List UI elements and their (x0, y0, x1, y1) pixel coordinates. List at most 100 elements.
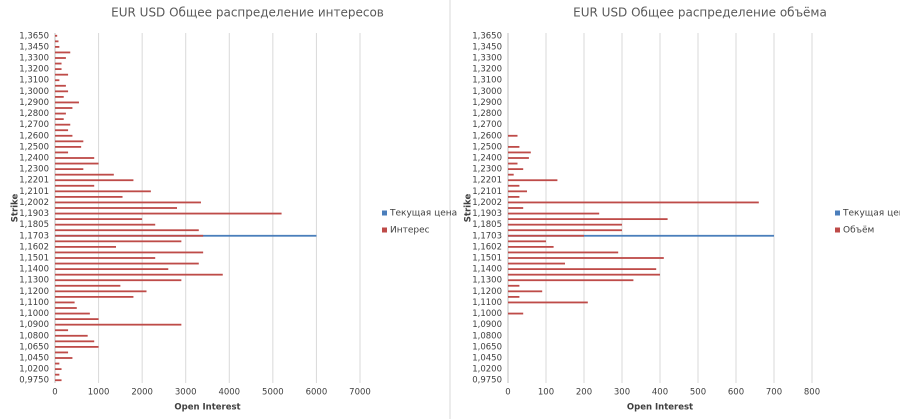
y-tick-label: 1,1805 (19, 220, 49, 230)
x-tick-label: 600 (728, 388, 744, 398)
y-tick-label: 1,1501 (472, 254, 502, 264)
y-tick-label: 1,2600 (19, 131, 49, 141)
bar (55, 162, 99, 165)
bar (55, 323, 182, 326)
bar (508, 245, 554, 248)
x-tick-label: 6000 (306, 388, 328, 398)
y-tick-label: 1,2900 (19, 98, 49, 108)
y-tick-label: 1,0200 (472, 365, 502, 375)
y-tick-label: 1,3200 (472, 65, 502, 75)
bar (55, 373, 60, 376)
bar (508, 184, 520, 187)
bar (55, 273, 223, 276)
bar (55, 312, 90, 315)
bar (55, 73, 69, 76)
bar (508, 207, 524, 209)
x-tick-label: 2000 (131, 388, 153, 398)
bar (55, 351, 69, 354)
y-tick-label: 1,1200 (19, 287, 49, 297)
bar (55, 157, 95, 159)
x-axis-title: Open Interest (627, 403, 693, 413)
bar (508, 240, 546, 243)
y-tick-label: 1,3200 (19, 65, 49, 75)
bar (508, 268, 657, 271)
bar (55, 184, 95, 187)
y-tick-label: 1,3450 (19, 42, 49, 52)
bar (508, 234, 774, 237)
y-tick-label: 1,3650 (472, 31, 502, 41)
chart-title: EUR USD Общее распределение объёма (573, 6, 827, 20)
bar (55, 212, 282, 215)
y-tick-label: 1,1903 (19, 209, 49, 219)
y-tick-label: 1,1000 (19, 309, 49, 319)
y-tick-label: 1,3300 (19, 54, 49, 64)
bar (508, 173, 514, 176)
y-tick-label: 1,3000 (472, 87, 502, 97)
bar (55, 368, 62, 371)
bar (55, 173, 114, 176)
bar (508, 257, 664, 259)
y-tick-label: 1,2002 (472, 198, 502, 208)
bar (508, 168, 524, 171)
bar (55, 118, 64, 121)
bar (508, 151, 531, 154)
bar (508, 162, 518, 165)
y-tick-label: 1,0800 (19, 331, 49, 341)
bar (508, 212, 600, 215)
bar (55, 268, 169, 271)
bar (55, 245, 116, 248)
y-tick-label: 0,9750 (19, 376, 49, 386)
x-tick-label: 300 (614, 388, 630, 398)
bar (55, 179, 134, 182)
x-tick-label: 0 (52, 388, 57, 398)
y-tick-label: 1,0450 (472, 354, 502, 364)
bar (55, 334, 88, 337)
bar (55, 284, 121, 287)
bar (508, 312, 524, 315)
y-tick-label: 1,2800 (472, 109, 502, 119)
bar (508, 295, 520, 298)
y-tick-label: 1,3100 (19, 76, 49, 86)
bar (55, 301, 75, 304)
x-tick-label: 800 (804, 388, 820, 398)
y-tick-label: 1,1602 (472, 242, 502, 252)
bar (508, 145, 520, 148)
bar (55, 145, 82, 148)
y-tick-label: 1,2300 (19, 165, 49, 175)
bar (55, 362, 60, 365)
bar (55, 318, 99, 321)
y-tick-label: 1,2002 (19, 198, 49, 208)
bar (55, 34, 58, 37)
y-tick-label: 1,0450 (19, 354, 49, 364)
y-tick-label: 1,3450 (472, 42, 502, 52)
y-tick-label: 1,3650 (19, 31, 49, 41)
y-tick-label: 1,0900 (472, 320, 502, 330)
bar (508, 251, 619, 254)
bar (508, 273, 660, 276)
bar (55, 68, 62, 71)
bar (55, 340, 95, 343)
bar (55, 307, 77, 309)
bar (55, 240, 182, 243)
bar (55, 134, 73, 137)
y-tick-label: 1,2400 (19, 154, 49, 164)
bar (508, 262, 565, 265)
bar (55, 357, 73, 359)
bar (55, 112, 66, 115)
bar (55, 57, 66, 59)
x-tick-label: 0 (505, 388, 510, 398)
x-tick-label: 1000 (88, 388, 110, 398)
bar (55, 229, 199, 232)
y-tick-label: 1,1602 (19, 242, 49, 252)
bar (508, 195, 520, 198)
bar (508, 190, 527, 193)
y-tick-label: 1,2500 (19, 142, 49, 152)
y-tick-label: 1,0800 (472, 331, 502, 341)
bar (55, 84, 66, 87)
bar (55, 290, 147, 293)
bar (55, 345, 99, 348)
bar (508, 179, 558, 182)
y-tick-label: 1,0650 (19, 342, 49, 352)
y-tick-label: 1,1100 (472, 298, 502, 308)
